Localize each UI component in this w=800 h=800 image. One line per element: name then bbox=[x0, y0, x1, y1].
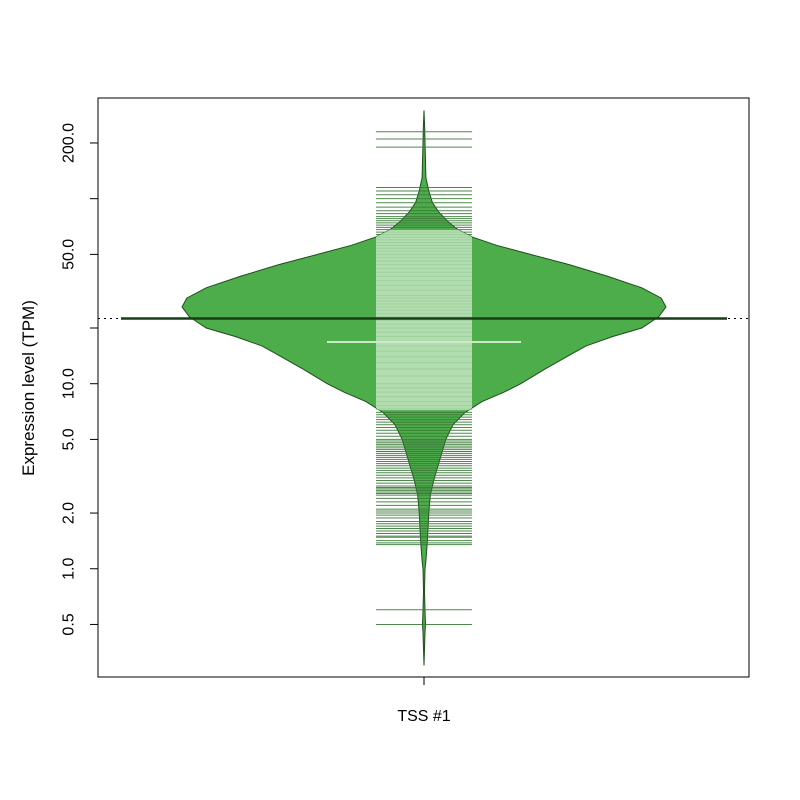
y-tick-label: 0.5 bbox=[61, 613, 78, 635]
y-tick-label: 5.0 bbox=[61, 428, 78, 450]
inner-box-overlay bbox=[376, 229, 472, 411]
y-tick-label: 2.0 bbox=[61, 502, 78, 524]
y-axis-label: Expression level (TPM) bbox=[19, 300, 38, 476]
axes: 0.5 1.0 2.0 5.0 10.0 50.0 200.0 TSS #1 bbox=[61, 123, 749, 725]
y-tick-label: 50.0 bbox=[61, 239, 78, 270]
plot-frame bbox=[97, 97, 750, 678]
y-tick-label: 1.0 bbox=[61, 558, 78, 580]
y-tick-label: 200.0 bbox=[61, 123, 78, 163]
overlay bbox=[121, 229, 727, 411]
y-tick-label: 10.0 bbox=[61, 368, 78, 399]
x-tick-label: TSS #1 bbox=[397, 708, 450, 725]
